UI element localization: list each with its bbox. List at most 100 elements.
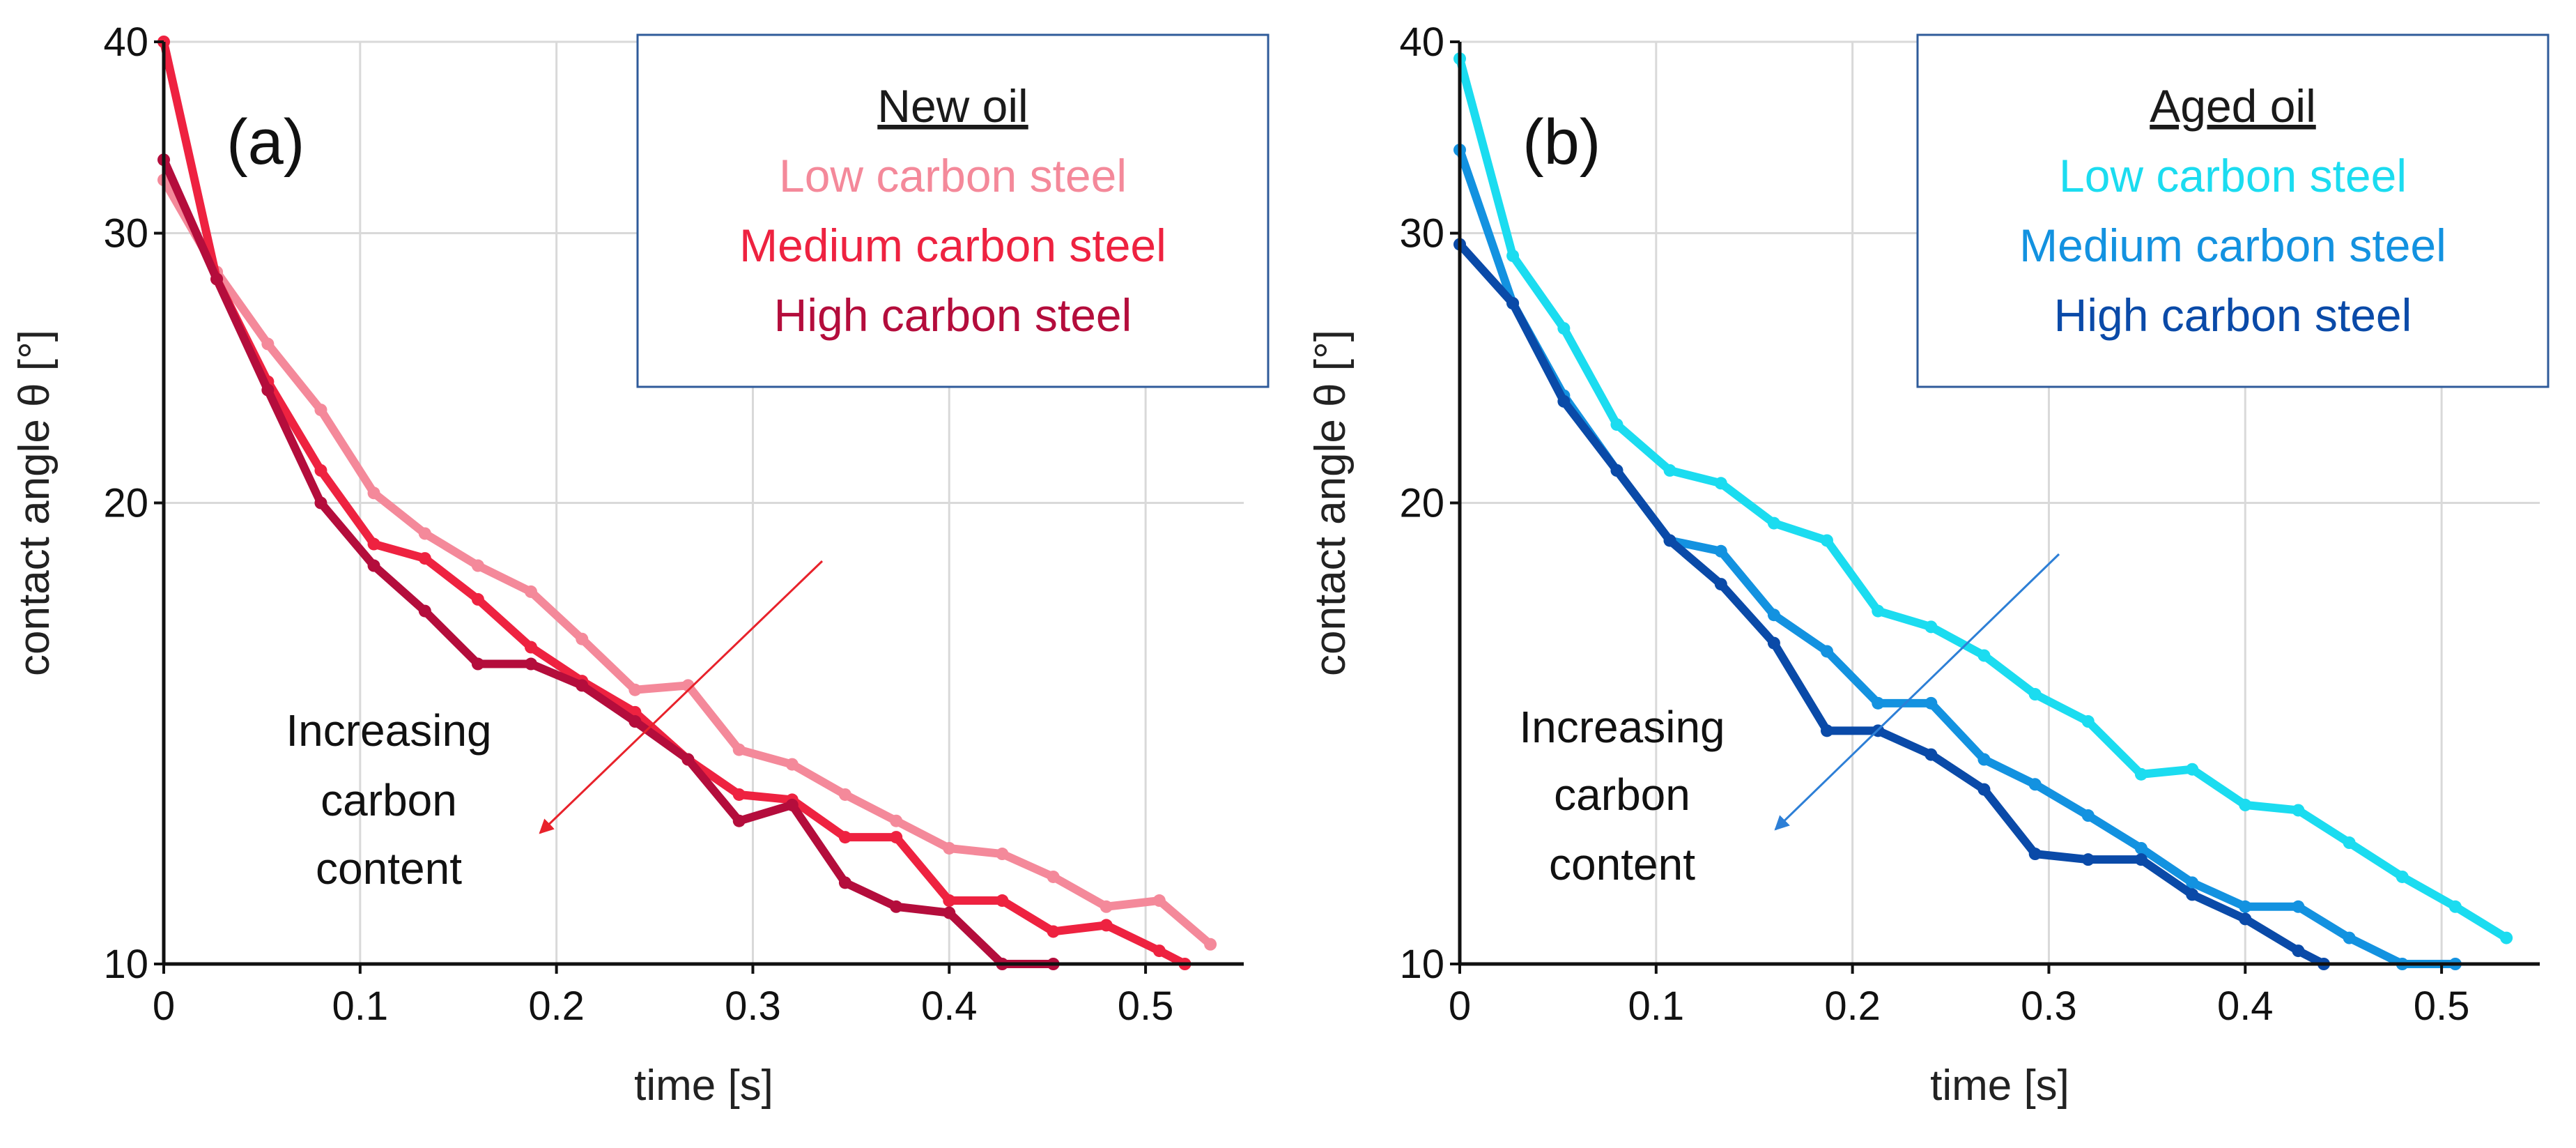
annotation: Increasing carbon content <box>1519 553 2060 889</box>
data-point <box>367 537 380 551</box>
x-tick-label: 0.2 <box>528 984 585 1029</box>
data-point <box>732 743 746 756</box>
data-point <box>525 641 537 654</box>
data-point <box>2343 836 2356 850</box>
data-point <box>785 758 799 771</box>
trend-arrow <box>1774 553 2060 831</box>
data-point <box>2500 931 2513 944</box>
data-point <box>2448 900 2462 913</box>
annotation-line-2: carbon <box>1554 770 1690 820</box>
data-point <box>1100 900 1113 913</box>
annotation-line-3: content <box>316 843 462 894</box>
annotation-line-1: Increasing <box>286 705 491 756</box>
data-point <box>2292 900 2305 913</box>
data-point <box>2186 888 2199 901</box>
data-point <box>1925 620 1938 634</box>
data-point <box>1557 395 1571 408</box>
data-point <box>2134 767 2147 781</box>
data-point <box>418 527 431 540</box>
x-tick-label: 0 <box>153 984 175 1029</box>
data-point <box>996 894 1009 908</box>
data-point <box>1767 609 1780 622</box>
annotation-line-3: content <box>1549 839 1695 889</box>
data-point <box>367 487 380 500</box>
data-point <box>471 657 484 671</box>
annotation: Increasing carbon content <box>286 560 824 894</box>
data-point <box>314 496 327 510</box>
data-point <box>1152 894 1166 908</box>
data-point <box>1767 516 1780 530</box>
x-tick-label: 0.5 <box>1118 984 1174 1029</box>
data-point <box>2186 763 2199 776</box>
data-point <box>890 814 903 827</box>
legend-entry-high-carbon: High carbon steel <box>2054 289 2412 341</box>
x-tick-label: 0.3 <box>2021 984 2077 1029</box>
data-point <box>838 831 851 844</box>
data-point <box>576 632 589 645</box>
data-point <box>471 592 484 606</box>
data-point <box>1925 696 1938 710</box>
y-axis-label: contact angle θ [°] <box>10 330 59 676</box>
data-point <box>628 683 642 696</box>
legend-entry-medium-carbon: Medium carbon steel <box>739 220 1166 271</box>
data-point <box>890 900 903 913</box>
data-point <box>996 848 1009 861</box>
series-line <box>1456 240 2328 968</box>
legend-entry-low-carbon: Low carbon steel <box>2059 150 2407 201</box>
data-point <box>1767 636 1780 650</box>
data-point <box>2028 778 2042 791</box>
y-axis-label: contact angle θ [°] <box>1306 330 1355 676</box>
x-tick-label: 0.5 <box>2414 984 2470 1029</box>
data-point <box>1610 418 1624 431</box>
x-tick-label: 0.1 <box>1628 984 1684 1029</box>
y-tick-label: 40 <box>1399 20 1444 65</box>
data-point <box>1204 937 1217 951</box>
data-point <box>2292 804 2305 817</box>
data-point <box>2396 870 2409 883</box>
x-tick-label: 0.4 <box>921 984 978 1029</box>
data-point <box>2081 853 2095 866</box>
legend: Aged oil Low carbon steel Medium carbon … <box>1916 33 2550 388</box>
data-point <box>785 798 799 811</box>
data-point <box>1152 944 1166 958</box>
annotation-line-2: carbon <box>321 775 457 825</box>
data-point <box>943 894 956 908</box>
data-point <box>314 464 327 477</box>
legend-title: Aged oil <box>2150 80 2316 132</box>
data-point <box>2186 876 2199 889</box>
data-point <box>1663 464 1676 477</box>
data-point <box>838 876 851 889</box>
x-tick-label: 0.3 <box>725 984 781 1029</box>
series-group <box>1453 52 2513 970</box>
data-point <box>1100 919 1113 932</box>
data-point <box>681 753 695 766</box>
data-point <box>2239 900 2252 913</box>
data-point <box>418 604 431 618</box>
data-point <box>2239 912 2252 926</box>
series-line <box>160 155 1058 968</box>
y-tick-label: 30 <box>103 211 148 257</box>
series-high-carbon-steel <box>1453 238 2330 970</box>
data-point <box>1977 649 1991 662</box>
data-point <box>1557 322 1571 335</box>
data-point <box>2134 853 2147 866</box>
data-point <box>525 657 537 671</box>
data-point <box>210 273 224 286</box>
data-point <box>261 337 275 351</box>
y-tick-label: 10 <box>103 942 148 987</box>
data-point <box>314 404 327 417</box>
axes: 0 0.1 0.2 0.3 0.4 0.5 10 20 30 40 <box>1399 20 2540 1029</box>
data-point <box>943 906 956 919</box>
data-point <box>2081 809 2095 822</box>
y-tick-label: 40 <box>103 20 148 65</box>
data-point <box>1047 870 1060 883</box>
legend-entry-medium-carbon: Medium carbon steel <box>2019 220 2446 271</box>
data-point <box>1610 464 1624 477</box>
axes: 0 0.1 0.2 0.3 0.4 0.5 10 20 30 40 <box>103 20 1244 1029</box>
data-point <box>1714 477 1727 490</box>
data-point <box>367 559 380 572</box>
data-point <box>1872 604 1885 618</box>
data-point <box>2081 715 2095 728</box>
data-point <box>943 841 956 855</box>
